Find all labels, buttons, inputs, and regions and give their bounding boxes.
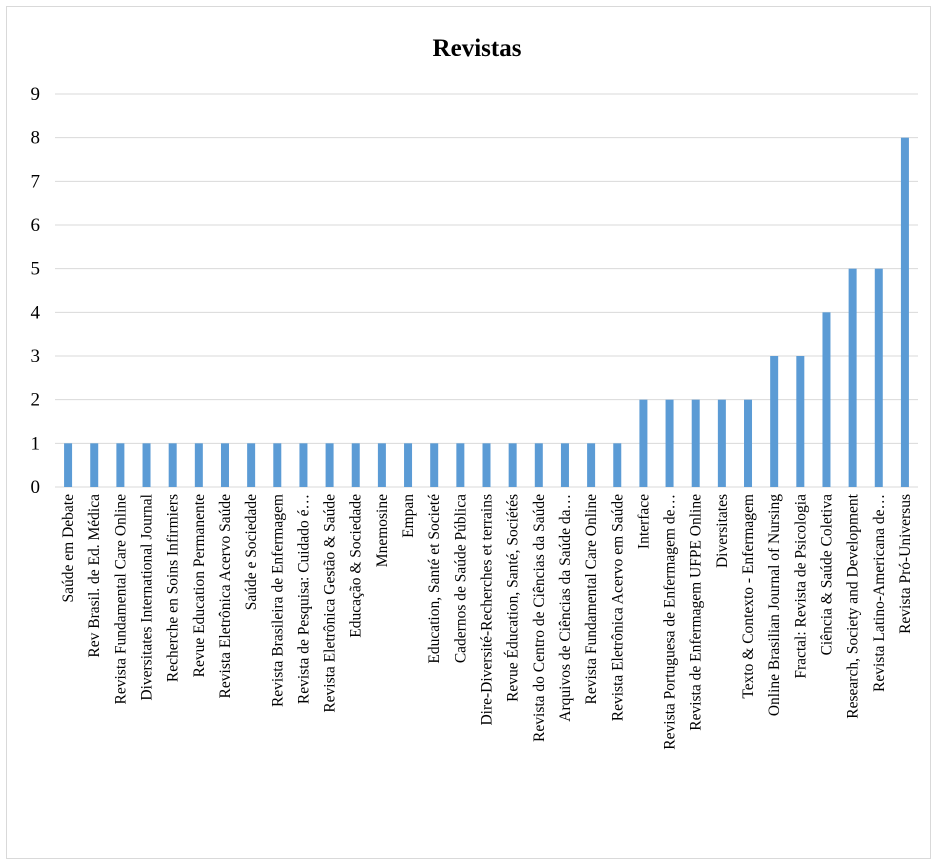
x-tick-label: Empan [400,494,417,538]
bar [613,443,622,487]
x-tick-label: Revista de Enfermagem UFPE Online [688,494,705,731]
bar [665,399,674,487]
bar [900,137,909,487]
bar [770,356,779,487]
bar [273,443,282,487]
x-tick-label: Diversitates International Journal [139,494,156,701]
x-tick-label: Online Brasilian Journal of Nursing [766,494,783,716]
y-tick-label: 2 [31,390,41,411]
x-tick-label: Revue Éducation, Santé, Sociétés [505,494,522,702]
x-tick-label: Ciência & Saúde Coletiva [818,494,835,656]
x-tick-label: Revista Eletrônica Gestão & Saúde [322,494,339,713]
bar [247,443,256,487]
x-tick-label: Diversitates [714,494,731,568]
x-tick-label: Recherche en Soins Infirmiers [165,494,182,682]
x-tick-label: Revista de Pesquisa: Cuidado é… [295,494,312,704]
bar [822,312,831,487]
bar [194,443,203,487]
bar [508,443,517,487]
bar [587,443,596,487]
x-tick-label: Research, Society and Development [845,493,862,718]
y-tick-label: 6 [31,215,41,236]
bar [560,443,569,487]
x-tick-label: Dire-Diversité-Recherches et terrains [479,494,496,726]
bar [848,268,857,487]
y-tick-label: 4 [31,302,41,323]
bar [351,443,360,487]
bar [717,399,726,487]
y-axis-ticks: 0 1 2 3 4 5 6 7 8 9 [31,84,41,498]
bar [456,443,465,487]
y-tick-label: 9 [31,84,41,105]
bar [482,443,491,487]
x-tick-label: Saúde em Debate [60,494,77,603]
bar [299,443,308,487]
y-tick-label: 5 [31,259,41,280]
x-tick-label: Revista Eletrônica Acervo Saúde [217,494,234,699]
bar [116,443,125,487]
y-tick-label: 1 [31,433,41,454]
chart-title: Revistas [433,35,522,62]
bar [534,443,543,487]
gridlines [55,93,918,488]
bar [639,399,648,487]
x-tick-label: Revista Eletrônica Acervo em Saúde [609,494,626,721]
x-tick-label: Cadernos de Saúde Pública [452,494,469,663]
x-tick-label: Revista Brasileira de Enfermagem [269,494,286,707]
bar [874,268,883,487]
y-tick-label: 8 [31,128,41,149]
bar [404,443,413,487]
x-tick-label: Educação & Sociedade [348,494,365,638]
bar [430,443,439,487]
x-tick-label: Revista Pró-Universus [897,494,914,634]
bar [64,443,73,487]
x-tick-label: Revista Portuguesa de Enfermagem de… [662,494,679,750]
x-axis-ticks: Saúde em Debate Rev Brasil. de Ed. Médica… [60,493,914,749]
x-tick-label: Revista do Centro de Ciências da Saúde [531,494,548,742]
x-tick-label: Education, Santé et Societé [426,494,443,664]
bar [691,399,700,487]
x-tick-label: Interface [635,494,652,549]
bar [744,399,753,487]
y-tick-label: 3 [31,346,41,367]
bar [142,443,151,487]
bar [168,443,177,487]
x-tick-label: Revue Education Permanente [191,494,208,677]
x-tick-label: Texto & Contexto - Enfermagem [740,494,757,699]
bar [220,443,229,487]
x-tick-label: Revista Fundamental Care Online [583,494,600,705]
bar [796,356,805,487]
x-tick-label: Revista Fundamental Care Online [112,494,129,705]
x-tick-label: Saúde e Sociedade [243,494,260,610]
x-tick-label: Mnemosine [374,494,391,567]
bar [90,443,99,487]
x-tick-label: Fractal: Revista de Psicologia [792,494,809,679]
y-tick-label: 0 [31,477,41,498]
x-tick-label: Arquivos de Ciências da Saúde da… [557,494,574,722]
bar [377,443,386,487]
x-tick-label: Revista Latino-Americana de… [871,494,888,692]
y-tick-label: 7 [31,171,41,192]
bars [64,137,909,487]
bar [325,443,334,487]
x-tick-label: Rev Brasil. de Ed. Médica [86,494,103,658]
